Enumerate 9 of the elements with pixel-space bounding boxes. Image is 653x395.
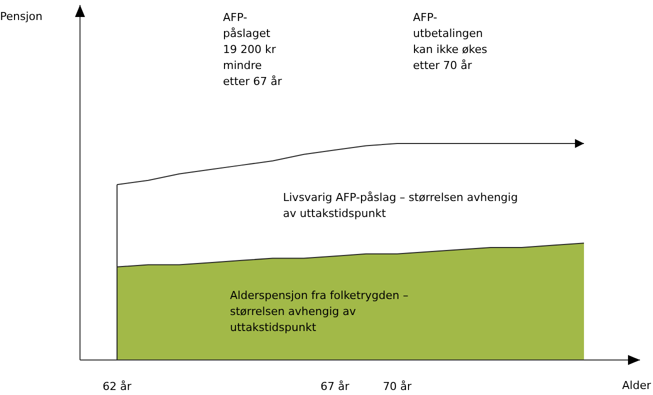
annotation: Alderspensjon fra folketrygden – størrelsen avhengig av uttakstidspunkt	[230, 289, 408, 334]
text: AFP- påslaget 19 200 kr mindre etter 67 år	[223, 11, 282, 88]
x-tick-label: 67 år	[320, 380, 350, 393]
x-axis-title: Alder	[622, 379, 652, 392]
annotation: Livsvarig AFP-påslag – størrelsen avhengig av uttakstidspunkt	[283, 191, 518, 220]
text: Pensjon	[0, 10, 42, 23]
x-tick-label: 62 år	[102, 380, 132, 393]
x-tick-label: 70 år	[382, 380, 412, 393]
text: AFP- utbetalingen kan ikke økes etter 70 år	[413, 11, 488, 72]
